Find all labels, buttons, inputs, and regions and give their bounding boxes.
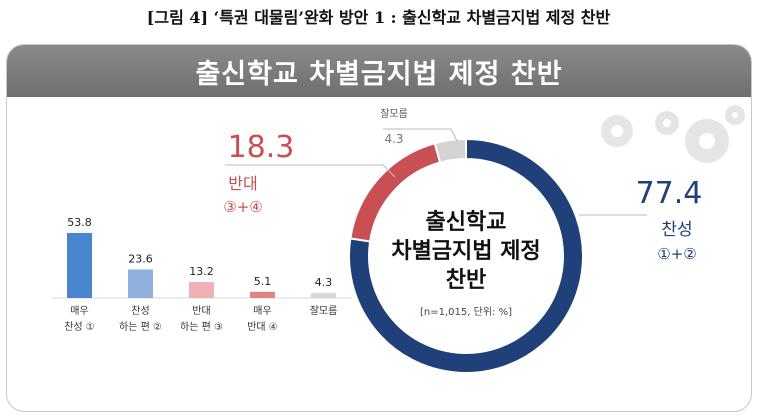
sample-note: [n=1,015, 단위: %]: [420, 305, 512, 318]
leader-line: [225, 164, 396, 178]
bar-value-label: 13.2: [189, 265, 214, 278]
donut-center-line-1: 출신학교: [426, 210, 507, 235]
title-banner: 출신학교 차별금지법 제정 찬반: [7, 45, 751, 97]
dont-know-value: 4.3: [384, 132, 403, 146]
agree-value: 77.4: [636, 176, 703, 211]
bar-category-label: 반대: [192, 305, 210, 317]
bar: [128, 269, 153, 298]
donut-slice: [433, 137, 467, 164]
bar-value-label: 23.6: [128, 252, 153, 265]
bar-value-label: 4.3: [315, 276, 333, 289]
leader-line: [383, 128, 458, 142]
bar-category-label: 찬성 ①: [64, 321, 95, 333]
dont-know-label: 잘모름: [380, 108, 408, 120]
bar-category-label: 매우: [253, 305, 271, 317]
figure-caption: [그림 4] ‘특권 대물림’완화 방안 1 : 출신학교 차별금지법 제정 찬…: [146, 8, 611, 27]
oppose-label: 반대: [228, 174, 257, 193]
bar-category-label: 하는 편 ③: [180, 320, 223, 333]
bar-category-label: 잘모름: [310, 305, 338, 317]
donut-center-line-3: 찬반: [446, 268, 486, 293]
donut-slice: [348, 137, 584, 374]
bar-value-label: 5.1: [254, 275, 272, 288]
bar-category-label: 찬성: [131, 305, 149, 317]
bar-category-label: 하는 편 ②: [119, 320, 162, 333]
bar: [189, 282, 214, 298]
agree-label: 찬성: [661, 220, 692, 240]
bar-category-label: 매우: [70, 305, 88, 317]
bar-category-label: 반대 ④: [247, 321, 278, 333]
gear-decoration-icon: [601, 105, 745, 163]
oppose-value: 18.3: [228, 130, 295, 165]
donut-center-line-2: 차별금지법 제정: [391, 239, 540, 264]
oppose-sub: ③+④: [223, 198, 262, 216]
bar: [311, 292, 336, 298]
agree-sub: ①+②: [657, 245, 696, 263]
gear-holes: [611, 112, 738, 149]
bar: [250, 291, 275, 298]
bar-value-label: 53.8: [67, 216, 92, 229]
banner-title: 출신학교 차별금지법 제정 찬반: [195, 58, 563, 90]
bar: [67, 233, 92, 298]
